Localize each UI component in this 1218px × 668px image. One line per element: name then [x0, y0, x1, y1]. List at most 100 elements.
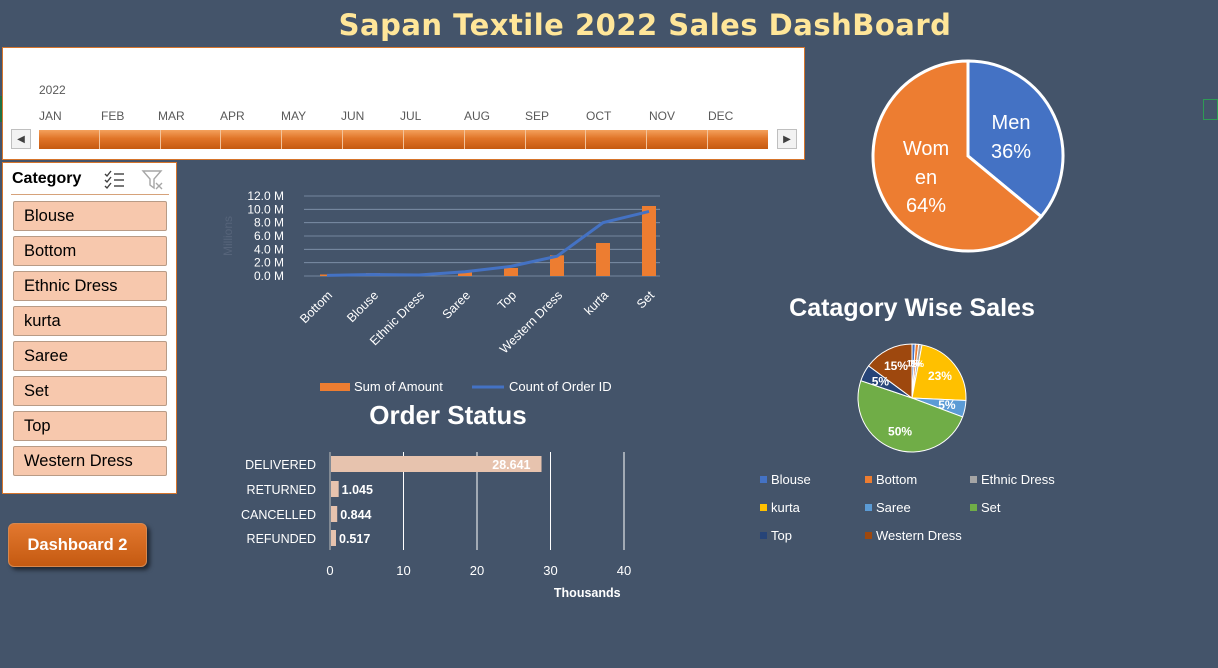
- status-category-label: DELIVERED: [245, 458, 316, 472]
- timeline-segment[interactable]: [221, 130, 283, 149]
- status-category-label: CANCELLED: [241, 508, 316, 522]
- status-value-label: 28.641: [492, 458, 530, 472]
- timeline-segment[interactable]: [708, 130, 768, 149]
- category-value-label: 5%: [872, 374, 890, 388]
- slicer-item[interactable]: kurta: [13, 306, 167, 336]
- category-slicer[interactable]: Category Blouse Bottom Ethnic Dress kurta Sa…: [2, 162, 177, 494]
- scroll-left-icon[interactable]: ◀: [11, 129, 31, 149]
- category-value-label: 15%: [884, 359, 908, 373]
- combo-chart-legend: Sum of Amount Count of Order ID: [320, 379, 612, 394]
- legend-swatch: [970, 504, 977, 511]
- legend-swatch-amount: [320, 383, 350, 391]
- timeline-segment[interactable]: [282, 130, 344, 149]
- y-tick-label: 0.0 M: [254, 269, 284, 283]
- slicer-item[interactable]: Top: [13, 411, 167, 441]
- timeline-month[interactable]: MAY: [281, 109, 307, 123]
- x-tick-label: 20: [470, 563, 484, 578]
- status-bar: [331, 481, 339, 497]
- timeline-segment[interactable]: [343, 130, 404, 149]
- status-category-label: RETURNED: [247, 483, 316, 497]
- x-tick-label: Set: [634, 288, 658, 312]
- women-label-part1: Wom: [903, 138, 949, 160]
- order-count-line: [326, 210, 650, 277]
- status-bar: [331, 530, 336, 546]
- legend-label: Blouse: [771, 472, 811, 487]
- slicer-item[interactable]: Western Dress: [13, 446, 167, 476]
- status-bar: [331, 506, 338, 522]
- legend-label: Saree: [876, 500, 911, 515]
- y-tick-label: 10.0 M: [247, 202, 284, 216]
- x-tick-label: 30: [543, 563, 557, 578]
- women-value-label: 64%: [906, 195, 946, 217]
- gender-pie-chart: Men 36% Wom en 64%: [871, 59, 1065, 253]
- slicer-item[interactable]: Saree: [13, 341, 167, 371]
- slicer-divider: [11, 194, 169, 195]
- sheet-cell-marker: [0, 96, 3, 122]
- y-tick-label: 4.0 M: [254, 242, 284, 256]
- timeline-segment[interactable]: [39, 130, 100, 149]
- amount-bar: [642, 206, 656, 276]
- pie-slice-men: [966, 59, 1065, 219]
- timeline-segment[interactable]: [100, 130, 161, 149]
- timeline-segment[interactable]: [647, 130, 709, 149]
- timeline-month[interactable]: DEC: [708, 109, 734, 123]
- y-tick-label: 6.0 M: [254, 229, 284, 243]
- timeline-slicer[interactable]: 2022 JAN FEB MAR APR MAY JUN JUL AUG SEP OCT NOV DE…: [2, 47, 805, 160]
- slicer-item[interactable]: Ethnic Dress: [13, 271, 167, 301]
- category-value-label: 1%: [909, 359, 922, 369]
- slicer-item[interactable]: Blouse: [13, 201, 167, 231]
- legend-label: Set: [981, 500, 1001, 515]
- timeline-month[interactable]: FEB: [101, 109, 125, 123]
- legend-swatch: [760, 476, 767, 483]
- amount-bar: [458, 271, 472, 276]
- order-status-chart: Order Status 0 10 20 30 40 Thousands DELIVERED 2…: [241, 400, 631, 600]
- timeline-scroll[interactable]: ◀ ▶: [11, 129, 797, 151]
- scroll-right-icon[interactable]: ▶: [777, 129, 797, 149]
- timeline-segment[interactable]: [404, 130, 465, 149]
- legend-label: Ethnic Dress: [981, 472, 1055, 487]
- timeline-segment[interactable]: [465, 130, 526, 149]
- dashboard-title: Sapan Textile 2022 Sales DashBoard: [338, 8, 952, 42]
- multi-select-icon[interactable]: [103, 169, 127, 191]
- clear-filter-icon[interactable]: [141, 169, 165, 191]
- timeline-segment[interactable]: [526, 130, 587, 149]
- timeline-month[interactable]: MAR: [158, 109, 185, 123]
- x-tick-label: Saree: [440, 288, 474, 322]
- timeline-bar[interactable]: [39, 130, 768, 149]
- timeline-month[interactable]: JUN: [341, 109, 365, 123]
- slicer-item[interactable]: Bottom: [13, 236, 167, 266]
- men-value-label: 36%: [991, 141, 1031, 163]
- dashboard-2-button[interactable]: Dashboard 2: [8, 523, 147, 567]
- slicer-header: Category: [12, 170, 82, 187]
- timeline-month[interactable]: JAN: [39, 109, 62, 123]
- amount-bar: [596, 243, 610, 276]
- y-axis-label: Millions: [221, 216, 235, 256]
- category-value-label: 23%: [928, 369, 952, 383]
- timeline-month[interactable]: OCT: [586, 109, 612, 123]
- selected-cell[interactable]: [1203, 99, 1218, 120]
- legend-label: Top: [771, 528, 792, 543]
- status-bar: [331, 456, 542, 472]
- x-tick-label: 0: [326, 563, 333, 578]
- timeline-month[interactable]: SEP: [525, 109, 550, 123]
- slicer-item[interactable]: Set: [13, 376, 167, 406]
- order-status-title: Order Status: [369, 400, 527, 430]
- category-pie-title: Catagory Wise Sales: [789, 294, 1035, 322]
- timeline-month[interactable]: APR: [220, 109, 245, 123]
- x-axis-label: Thousands: [554, 586, 621, 600]
- timeline-segment[interactable]: [586, 130, 648, 149]
- status-value-label: 0.517: [339, 532, 370, 546]
- legend-label: Bottom: [876, 472, 917, 487]
- timeline-month[interactable]: AUG: [464, 109, 491, 123]
- timeline-month[interactable]: NOV: [649, 109, 676, 123]
- legend-swatch: [865, 532, 872, 539]
- legend-swatch: [865, 504, 872, 511]
- timeline-month[interactable]: JUL: [400, 109, 422, 123]
- legend-label: kurta: [771, 500, 801, 515]
- legend-swatch: [865, 476, 872, 483]
- x-tick-label: Top: [495, 288, 519, 312]
- pie-slice-women: [871, 59, 1044, 253]
- timeline-year: 2022: [39, 83, 66, 97]
- timeline-segment[interactable]: [161, 130, 222, 149]
- men-label: Men: [992, 112, 1031, 134]
